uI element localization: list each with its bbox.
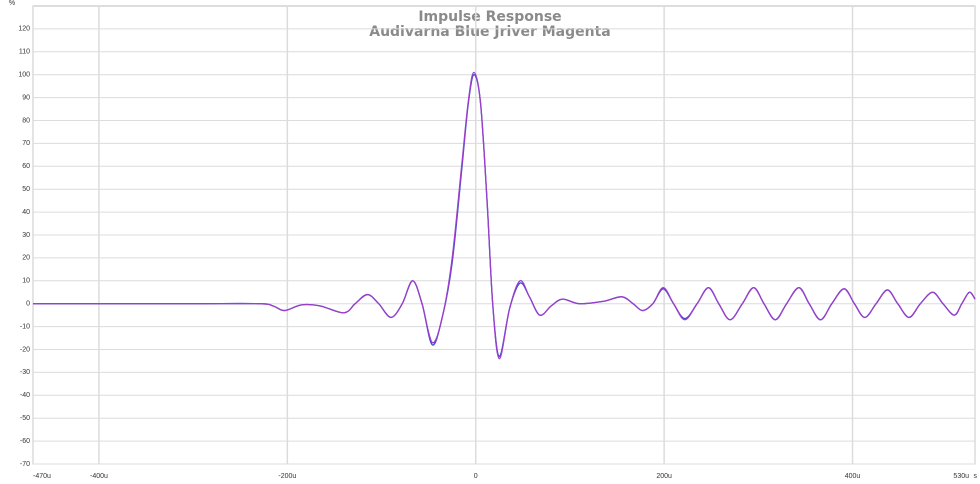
x-tick-label: -470u — [33, 473, 51, 480]
x-tick-label: 0 — [474, 473, 478, 480]
chart-subtitle: Audivarna Blue Jriver Magenta — [369, 24, 611, 40]
y-tick-label: 60 — [22, 163, 30, 170]
y-tick-label: -20 — [20, 346, 30, 353]
y-tick-label: -10 — [20, 323, 30, 330]
y-tick-label: -30 — [20, 369, 30, 376]
y-tick-label: 0 — [26, 301, 30, 308]
y-tick-label: 100 — [18, 72, 30, 79]
y-tick-label: -40 — [20, 392, 30, 399]
x-tick-label: -400u — [90, 473, 108, 480]
x-tick-label: -200u — [278, 473, 296, 480]
x-unit: s — [974, 473, 978, 480]
x-tick-label: 200u — [656, 473, 672, 480]
x-tick-label: 530u — [953, 473, 969, 480]
y-tick-label: 80 — [22, 117, 30, 124]
y-tick-label: 70 — [22, 140, 30, 147]
x-tick-label: 400u — [845, 473, 861, 480]
y-tick-label: 10 — [22, 278, 30, 285]
y-tick-label: -70 — [20, 461, 30, 468]
y-tick-label: 50 — [22, 186, 30, 193]
chart-title: Impulse Response — [418, 9, 561, 25]
series-line — [33, 71, 976, 360]
y-tick-label: 30 — [22, 232, 30, 239]
y-tick-label: 40 — [22, 209, 30, 216]
y-tick-label: -50 — [20, 415, 30, 422]
y-tick-label: 110 — [19, 49, 30, 56]
y-tick-label: 90 — [22, 94, 30, 101]
y-unit: % — [9, 0, 15, 7]
y-tick-label: 20 — [22, 255, 30, 262]
y-tick-label: -60 — [20, 438, 30, 445]
y-tick-label: 120 — [18, 26, 30, 33]
